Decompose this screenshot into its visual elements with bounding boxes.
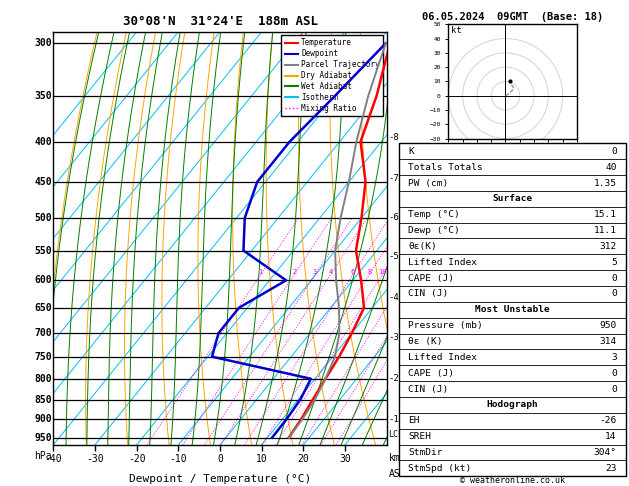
Text: 0: 0 [611, 290, 617, 298]
Text: hPa: hPa [34, 451, 52, 461]
Text: θε (K): θε (K) [408, 337, 443, 346]
Text: LCL: LCL [389, 430, 403, 439]
Text: 0: 0 [611, 384, 617, 394]
Text: ASL: ASL [389, 469, 406, 480]
Text: 1.35: 1.35 [594, 178, 617, 188]
Text: 0: 0 [611, 369, 617, 378]
Text: -4: -4 [389, 293, 399, 301]
Text: Most Unstable: Most Unstable [476, 305, 550, 314]
Text: 5: 5 [611, 258, 617, 267]
Text: CIN (J): CIN (J) [408, 290, 448, 298]
Text: 11.1: 11.1 [594, 226, 617, 235]
Text: CIN (J): CIN (J) [408, 384, 448, 394]
Text: 900: 900 [34, 414, 52, 424]
Text: 750: 750 [34, 352, 52, 362]
Text: 0: 0 [217, 454, 223, 464]
Text: 4: 4 [328, 269, 333, 275]
Text: Dewpoint / Temperature (°C): Dewpoint / Temperature (°C) [129, 473, 311, 484]
Text: 400: 400 [34, 137, 52, 147]
Text: 10: 10 [256, 454, 268, 464]
Text: -2: -2 [389, 374, 399, 383]
Text: 850: 850 [34, 395, 52, 404]
Text: -20: -20 [128, 454, 146, 464]
Text: 650: 650 [34, 303, 52, 312]
Text: km: km [389, 453, 400, 463]
Text: 950: 950 [34, 433, 52, 443]
Text: 23: 23 [605, 464, 617, 473]
Text: 3: 3 [611, 353, 617, 362]
Text: 06.05.2024  09GMT  (Base: 18): 06.05.2024 09GMT (Base: 18) [422, 12, 603, 22]
Text: 10: 10 [378, 269, 387, 275]
Text: 6: 6 [351, 269, 355, 275]
Text: Mixing Ratio (g/kg): Mixing Ratio (g/kg) [413, 187, 423, 289]
Text: -26: -26 [599, 417, 617, 425]
Text: StmSpd (kt): StmSpd (kt) [408, 464, 472, 473]
Text: CAPE (J): CAPE (J) [408, 274, 455, 283]
Text: 314: 314 [599, 337, 617, 346]
Text: Hodograph: Hodograph [487, 400, 538, 409]
Text: 550: 550 [34, 245, 52, 256]
Text: 20: 20 [298, 454, 309, 464]
Text: 0: 0 [611, 274, 617, 283]
Text: 800: 800 [34, 374, 52, 384]
Text: Totals Totals: Totals Totals [408, 163, 483, 172]
Text: 450: 450 [34, 177, 52, 187]
Text: -3: -3 [389, 333, 399, 343]
Text: Temp (°C): Temp (°C) [408, 210, 460, 219]
Text: 2: 2 [292, 269, 296, 275]
Text: 0: 0 [611, 147, 617, 156]
Text: -40: -40 [45, 454, 62, 464]
Text: Dewp (°C): Dewp (°C) [408, 226, 460, 235]
Text: 14: 14 [605, 432, 617, 441]
Text: θε(K): θε(K) [408, 242, 437, 251]
Text: 500: 500 [34, 213, 52, 223]
Text: StmDir: StmDir [408, 448, 443, 457]
Text: -10: -10 [170, 454, 187, 464]
Text: 600: 600 [34, 276, 52, 285]
Text: 950: 950 [599, 321, 617, 330]
Text: -1: -1 [389, 415, 399, 424]
Text: -5: -5 [389, 252, 399, 261]
Text: EH: EH [408, 417, 420, 425]
Text: 1: 1 [259, 269, 263, 275]
Text: SREH: SREH [408, 432, 431, 441]
Text: -8: -8 [389, 133, 399, 142]
Text: Pressure (mb): Pressure (mb) [408, 321, 483, 330]
Text: K: K [408, 147, 415, 156]
Text: 312: 312 [599, 242, 617, 251]
Text: 304°: 304° [594, 448, 617, 457]
Text: Lifted Index: Lifted Index [408, 258, 477, 267]
Text: 40: 40 [605, 163, 617, 172]
Text: CAPE (J): CAPE (J) [408, 369, 455, 378]
Text: Lifted Index: Lifted Index [408, 353, 477, 362]
Text: 30°08'N  31°24'E  188m ASL: 30°08'N 31°24'E 188m ASL [123, 15, 318, 28]
Text: PW (cm): PW (cm) [408, 178, 448, 188]
Text: Surface: Surface [493, 194, 533, 203]
Text: -7: -7 [389, 174, 399, 183]
Text: 700: 700 [34, 328, 52, 338]
Text: 30: 30 [339, 454, 351, 464]
Text: 15.1: 15.1 [594, 210, 617, 219]
Text: -6: -6 [389, 213, 399, 223]
Legend: Temperature, Dewpoint, Parcel Trajectory, Dry Adiabat, Wet Adiabat, Isotherm, Mi: Temperature, Dewpoint, Parcel Trajectory… [281, 35, 383, 116]
Text: © weatheronline.co.uk: © weatheronline.co.uk [460, 476, 565, 485]
Text: 350: 350 [34, 91, 52, 101]
Text: 3: 3 [313, 269, 317, 275]
Text: kt: kt [451, 26, 462, 35]
Text: 8: 8 [367, 269, 371, 275]
Text: -30: -30 [86, 454, 104, 464]
Text: 300: 300 [34, 38, 52, 48]
